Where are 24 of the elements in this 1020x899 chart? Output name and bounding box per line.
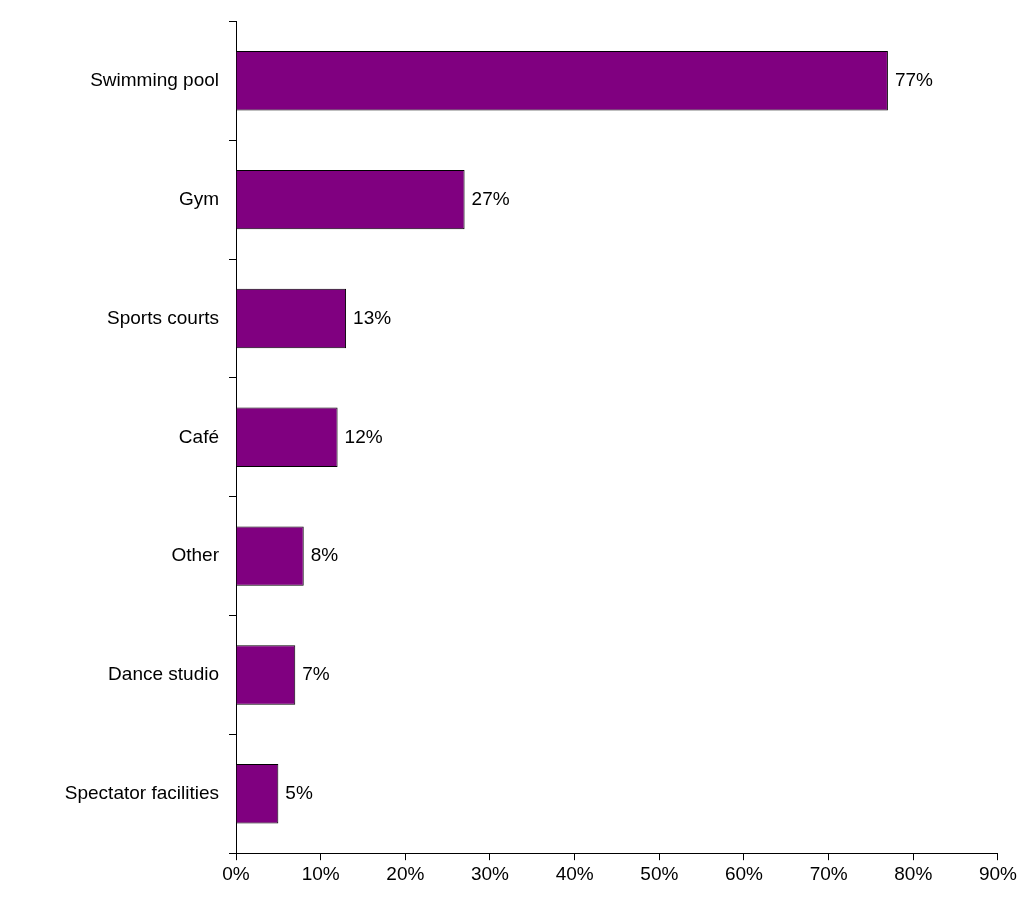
x-tick-label: 70% — [809, 862, 848, 884]
data-label: 12% — [344, 425, 383, 447]
y-tick-label: Other — [171, 544, 220, 566]
x-tick-label: 40% — [555, 862, 594, 884]
x-tick-label: 20% — [386, 862, 425, 884]
data-label: 27% — [471, 187, 510, 209]
data-label: 13% — [353, 306, 392, 328]
y-tick-label: Swimming pool — [90, 69, 219, 91]
data-label: 7% — [302, 663, 330, 685]
x-tick-label: 80% — [894, 862, 933, 884]
data-label: 5% — [285, 782, 313, 804]
y-tick-label: Spectator facilities — [64, 782, 219, 804]
x-tick-label: 90% — [978, 862, 1018, 884]
y-tick-label: Dance studio — [108, 663, 219, 685]
x-tick-label: 50% — [640, 862, 679, 884]
data-label: 77% — [894, 69, 934, 91]
y-tick-label: Café — [178, 425, 219, 447]
x-tick-label: 30% — [470, 862, 510, 884]
x-tick-label: 60% — [724, 862, 764, 884]
x-tick-label: 0% — [222, 862, 250, 884]
y-tick-label: Sports courts — [107, 306, 219, 328]
data-label: 8% — [310, 544, 339, 566]
x-tick-label: 10% — [301, 862, 340, 884]
y-tick-label: Gym — [178, 187, 219, 209]
